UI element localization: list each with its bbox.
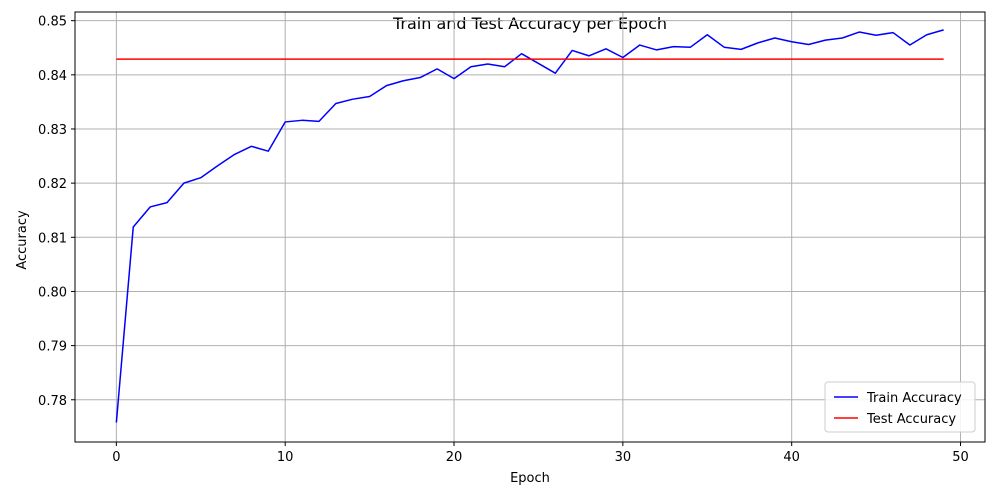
x-tick-label: 50 bbox=[952, 450, 969, 465]
chart-title: Train and Test Accuracy per Epoch bbox=[392, 14, 667, 33]
y-tick-label: 0.84 bbox=[38, 69, 67, 84]
y-tick-label: 0.78 bbox=[38, 394, 67, 409]
x-tick-label: 0 bbox=[112, 450, 120, 465]
legend-label: Train Accuracy bbox=[866, 391, 962, 406]
y-tick-label: 0.85 bbox=[38, 15, 67, 30]
y-tick-label: 0.81 bbox=[38, 231, 67, 246]
legend-label: Test Accuracy bbox=[866, 412, 956, 427]
axis-ticks: 0 10 20 30 40 50 0.78 0.79 0.80 0.81 0.82 0.83 0.84 0… bbox=[38, 15, 969, 465]
x-tick-label: 20 bbox=[446, 450, 463, 465]
plot-frame bbox=[74, 11, 986, 443]
y-tick-label: 0.82 bbox=[38, 177, 67, 192]
x-axis-label: Epoch bbox=[510, 471, 550, 486]
legend-box bbox=[824, 381, 976, 433]
x-tick-label: 30 bbox=[615, 450, 632, 465]
series-lines bbox=[115, 29, 944, 423]
x-tick-label: 10 bbox=[277, 450, 294, 465]
y-tick-label: 0.83 bbox=[38, 123, 67, 138]
y-tick-label: 0.80 bbox=[38, 285, 67, 300]
legend: Train Accuracy Test Accuracy bbox=[824, 381, 976, 433]
y-tick-label: 0.79 bbox=[38, 340, 67, 355]
x-tick-label: 40 bbox=[783, 450, 800, 465]
y-axis-label: Accuracy bbox=[15, 210, 30, 270]
